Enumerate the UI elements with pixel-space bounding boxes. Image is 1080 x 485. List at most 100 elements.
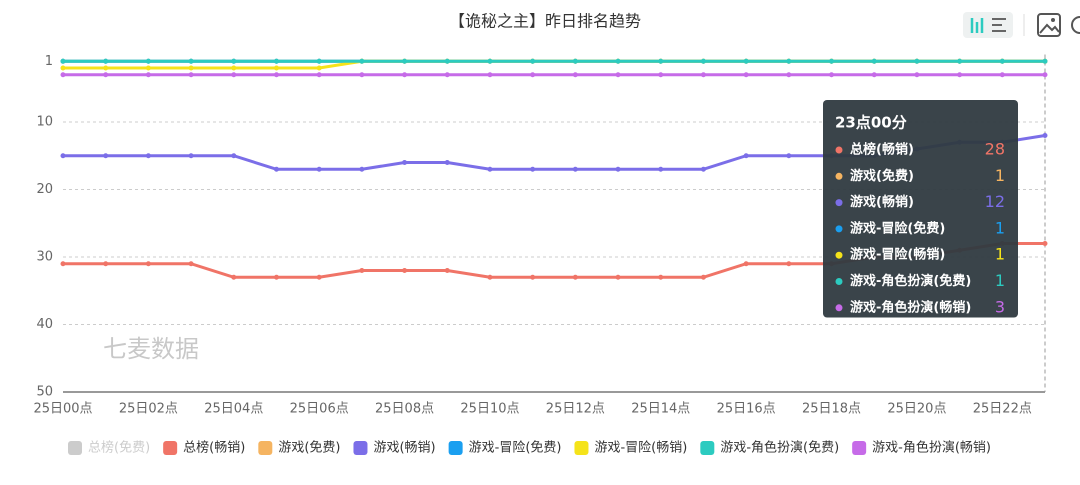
y-tick-label: 10: [36, 115, 53, 130]
data-point: [615, 274, 621, 280]
data-point: [316, 65, 322, 71]
data-point: [530, 274, 536, 280]
more-icon[interactable]: [1071, 16, 1080, 34]
data-point: [359, 72, 365, 78]
data-point: [786, 261, 792, 267]
watermark: 七麦数据: [103, 335, 199, 363]
y-tick-label: 40: [36, 317, 53, 332]
data-point: [402, 72, 408, 78]
data-point: [786, 72, 792, 78]
data-point: [615, 166, 621, 172]
legend-item[interactable]: 游戏(免费): [258, 441, 340, 456]
data-point: [658, 58, 664, 64]
data-point: [145, 58, 151, 64]
legend-item[interactable]: 游戏(畅销): [353, 441, 436, 456]
data-point: [60, 153, 66, 159]
legend-item[interactable]: 游戏-角色扮演(免费): [700, 440, 839, 456]
data-point: [145, 65, 151, 71]
legend-label: 总榜(畅销): [183, 440, 245, 456]
tooltip-dot: [835, 225, 843, 233]
data-point: [103, 58, 109, 64]
data-point: [444, 160, 450, 165]
data-point: [402, 268, 408, 273]
x-tick-label: 25日10点: [460, 402, 519, 417]
legend-swatch: [163, 441, 178, 455]
data-point: [188, 261, 194, 267]
data-point: [615, 72, 621, 78]
data-point: [572, 166, 578, 172]
legend-swatch: [68, 441, 82, 455]
data-point: [786, 153, 792, 159]
legend-label: 游戏-冒险(畅销): [594, 441, 687, 456]
legend-swatch: [353, 441, 368, 455]
tooltip-value: 12: [985, 192, 1005, 211]
data-point: [1042, 133, 1048, 138]
data-point: [231, 153, 237, 159]
list-icon: [992, 18, 1006, 32]
tooltip-value: 1: [995, 271, 1005, 290]
tooltip-box: [823, 100, 1018, 318]
data-point: [743, 153, 749, 159]
data-point: [273, 65, 279, 71]
image-icon[interactable]: [1037, 13, 1061, 37]
x-tick-label: 25日04点: [204, 402, 263, 417]
toolbar[interactable]: [963, 12, 1080, 38]
data-point: [1042, 241, 1048, 246]
legend-item[interactable]: 总榜(畅销): [163, 440, 245, 456]
data-point: [444, 72, 450, 78]
data-point: [658, 274, 664, 280]
chart-title: 【诡秘之主】昨日排名趋势: [449, 12, 641, 31]
data-point: [103, 261, 109, 267]
data-point: [273, 72, 279, 78]
tooltip-dot: [835, 172, 843, 180]
tooltip-name: 游戏-角色扮演(畅销): [850, 299, 971, 315]
data-point: [402, 58, 408, 64]
chart-toggle[interactable]: [963, 12, 1013, 38]
data-point: [999, 72, 1005, 78]
data-point: [188, 65, 194, 71]
tooltip-dot: [835, 278, 843, 285]
data-point: [786, 58, 792, 64]
legend-item[interactable]: 游戏-角色扮演(畅销): [852, 440, 991, 456]
tooltip-dot: [835, 251, 843, 259]
x-tick-label: 25日02点: [119, 402, 178, 417]
data-point: [615, 58, 621, 64]
data-point: [188, 153, 194, 159]
data-point: [914, 58, 920, 64]
legend-swatch: [448, 441, 463, 455]
legend-item[interactable]: 总榜(免费): [68, 440, 150, 456]
data-point: [231, 65, 237, 71]
data-point: [1042, 58, 1048, 64]
legend-item[interactable]: 游戏-冒险(免费): [448, 441, 562, 456]
data-point: [188, 72, 194, 78]
data-point: [700, 72, 706, 78]
data-point: [700, 166, 706, 172]
data-point: [316, 58, 322, 64]
data-point: [231, 58, 237, 64]
data-point: [572, 72, 578, 78]
legend-swatch: [574, 441, 589, 455]
data-point: [231, 274, 237, 280]
data-point: [530, 58, 536, 64]
data-point: [487, 274, 493, 280]
tooltip-name: 游戏(畅销): [850, 194, 914, 210]
legend-item[interactable]: 游戏-冒险(畅销): [574, 441, 687, 456]
data-point: [829, 58, 835, 64]
data-point: [60, 72, 66, 78]
x-tick-label: 25日22点: [973, 402, 1032, 417]
tooltip-name: 游戏-冒险(畅销): [850, 247, 945, 263]
tooltip-dot: [835, 304, 843, 312]
tooltip-title: 23点00分: [835, 114, 907, 132]
tooltip-dot: [835, 199, 843, 207]
data-point: [700, 58, 706, 64]
data-point: [914, 72, 920, 78]
data-point: [743, 261, 749, 267]
tooltip-value: 3: [995, 297, 1005, 316]
x-tick-label: 25日00点: [33, 402, 92, 417]
tooltip-name: 游戏-冒险(免费): [850, 220, 945, 236]
data-point: [530, 166, 536, 172]
tooltip-name: 总榜(畅销): [850, 142, 914, 158]
data-point: [700, 274, 706, 280]
